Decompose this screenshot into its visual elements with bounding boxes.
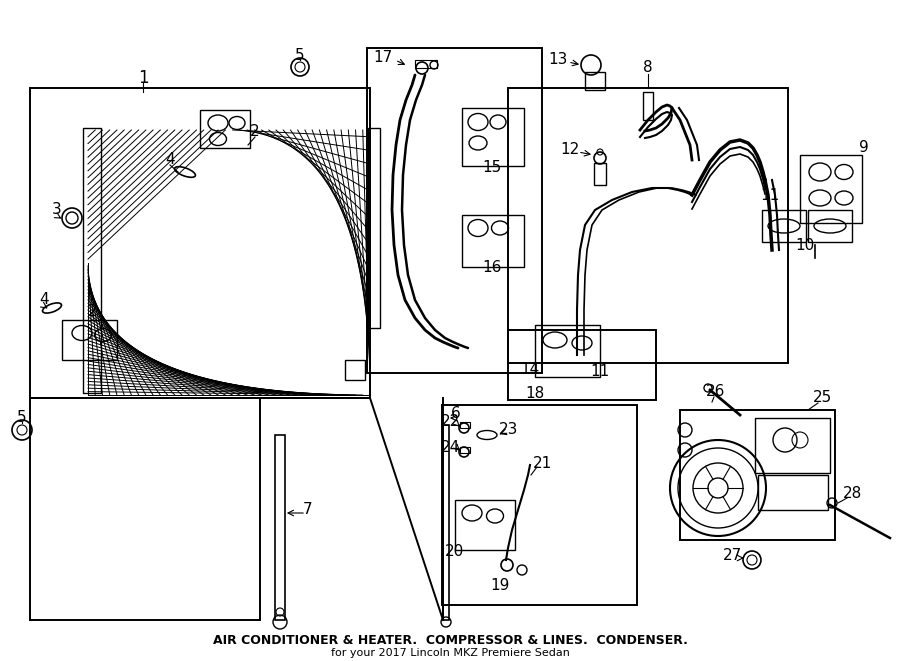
Text: 19: 19: [491, 578, 509, 592]
Bar: [643, 92, 653, 120]
Bar: [460, 422, 470, 428]
Text: 27: 27: [724, 547, 742, 563]
Bar: [535, 325, 600, 377]
Text: 20: 20: [446, 545, 464, 559]
Text: 11: 11: [760, 188, 779, 202]
Text: 25: 25: [814, 391, 832, 405]
Bar: [758, 475, 828, 510]
Text: 4: 4: [40, 293, 49, 307]
Bar: [755, 418, 830, 473]
Text: 23: 23: [500, 422, 518, 438]
Text: 11: 11: [590, 364, 609, 379]
Text: 5: 5: [295, 48, 305, 63]
Bar: [508, 88, 788, 363]
Bar: [585, 72, 605, 90]
Text: 26: 26: [706, 385, 725, 399]
Text: 2: 2: [250, 124, 260, 139]
Bar: [415, 60, 437, 68]
Bar: [508, 330, 656, 400]
Bar: [368, 128, 380, 328]
Text: AIR CONDITIONER & HEATER.  COMPRESSOR & LINES.  CONDENSER.: AIR CONDITIONER & HEATER. COMPRESSOR & L…: [212, 633, 688, 646]
Text: 14: 14: [520, 362, 540, 377]
Text: 4: 4: [166, 153, 175, 167]
Bar: [345, 360, 365, 380]
Bar: [455, 500, 515, 550]
Text: 28: 28: [842, 486, 861, 502]
Text: 16: 16: [482, 260, 501, 276]
Bar: [83, 128, 101, 393]
Bar: [460, 447, 470, 453]
Bar: [30, 88, 370, 398]
Text: 2: 2: [88, 305, 98, 319]
Text: 5: 5: [17, 410, 27, 426]
Text: for your 2017 Lincoln MKZ Premiere Sedan: for your 2017 Lincoln MKZ Premiere Sedan: [330, 648, 570, 658]
Text: 6: 6: [451, 405, 461, 420]
Bar: [443, 425, 449, 620]
Bar: [808, 210, 852, 242]
Bar: [275, 435, 285, 620]
Text: 13: 13: [548, 52, 568, 67]
Text: 12: 12: [561, 143, 580, 157]
Bar: [762, 210, 806, 242]
Bar: [62, 320, 117, 360]
Text: 1: 1: [138, 69, 148, 87]
Text: 9: 9: [860, 139, 868, 155]
Bar: [680, 410, 835, 540]
Text: 3: 3: [52, 202, 62, 217]
Bar: [367, 48, 542, 373]
Bar: [800, 155, 862, 223]
Text: 21: 21: [534, 455, 553, 471]
Text: 22: 22: [441, 414, 461, 430]
Text: 18: 18: [526, 385, 544, 401]
Bar: [462, 108, 524, 166]
Text: 7: 7: [303, 502, 313, 518]
Text: 24: 24: [441, 440, 461, 455]
Bar: [594, 163, 606, 185]
Text: 15: 15: [482, 161, 501, 176]
Text: 10: 10: [796, 237, 814, 253]
Text: 17: 17: [374, 50, 392, 65]
Bar: [462, 215, 524, 267]
Bar: [442, 405, 637, 605]
Bar: [200, 110, 250, 148]
Text: 8: 8: [644, 61, 652, 75]
